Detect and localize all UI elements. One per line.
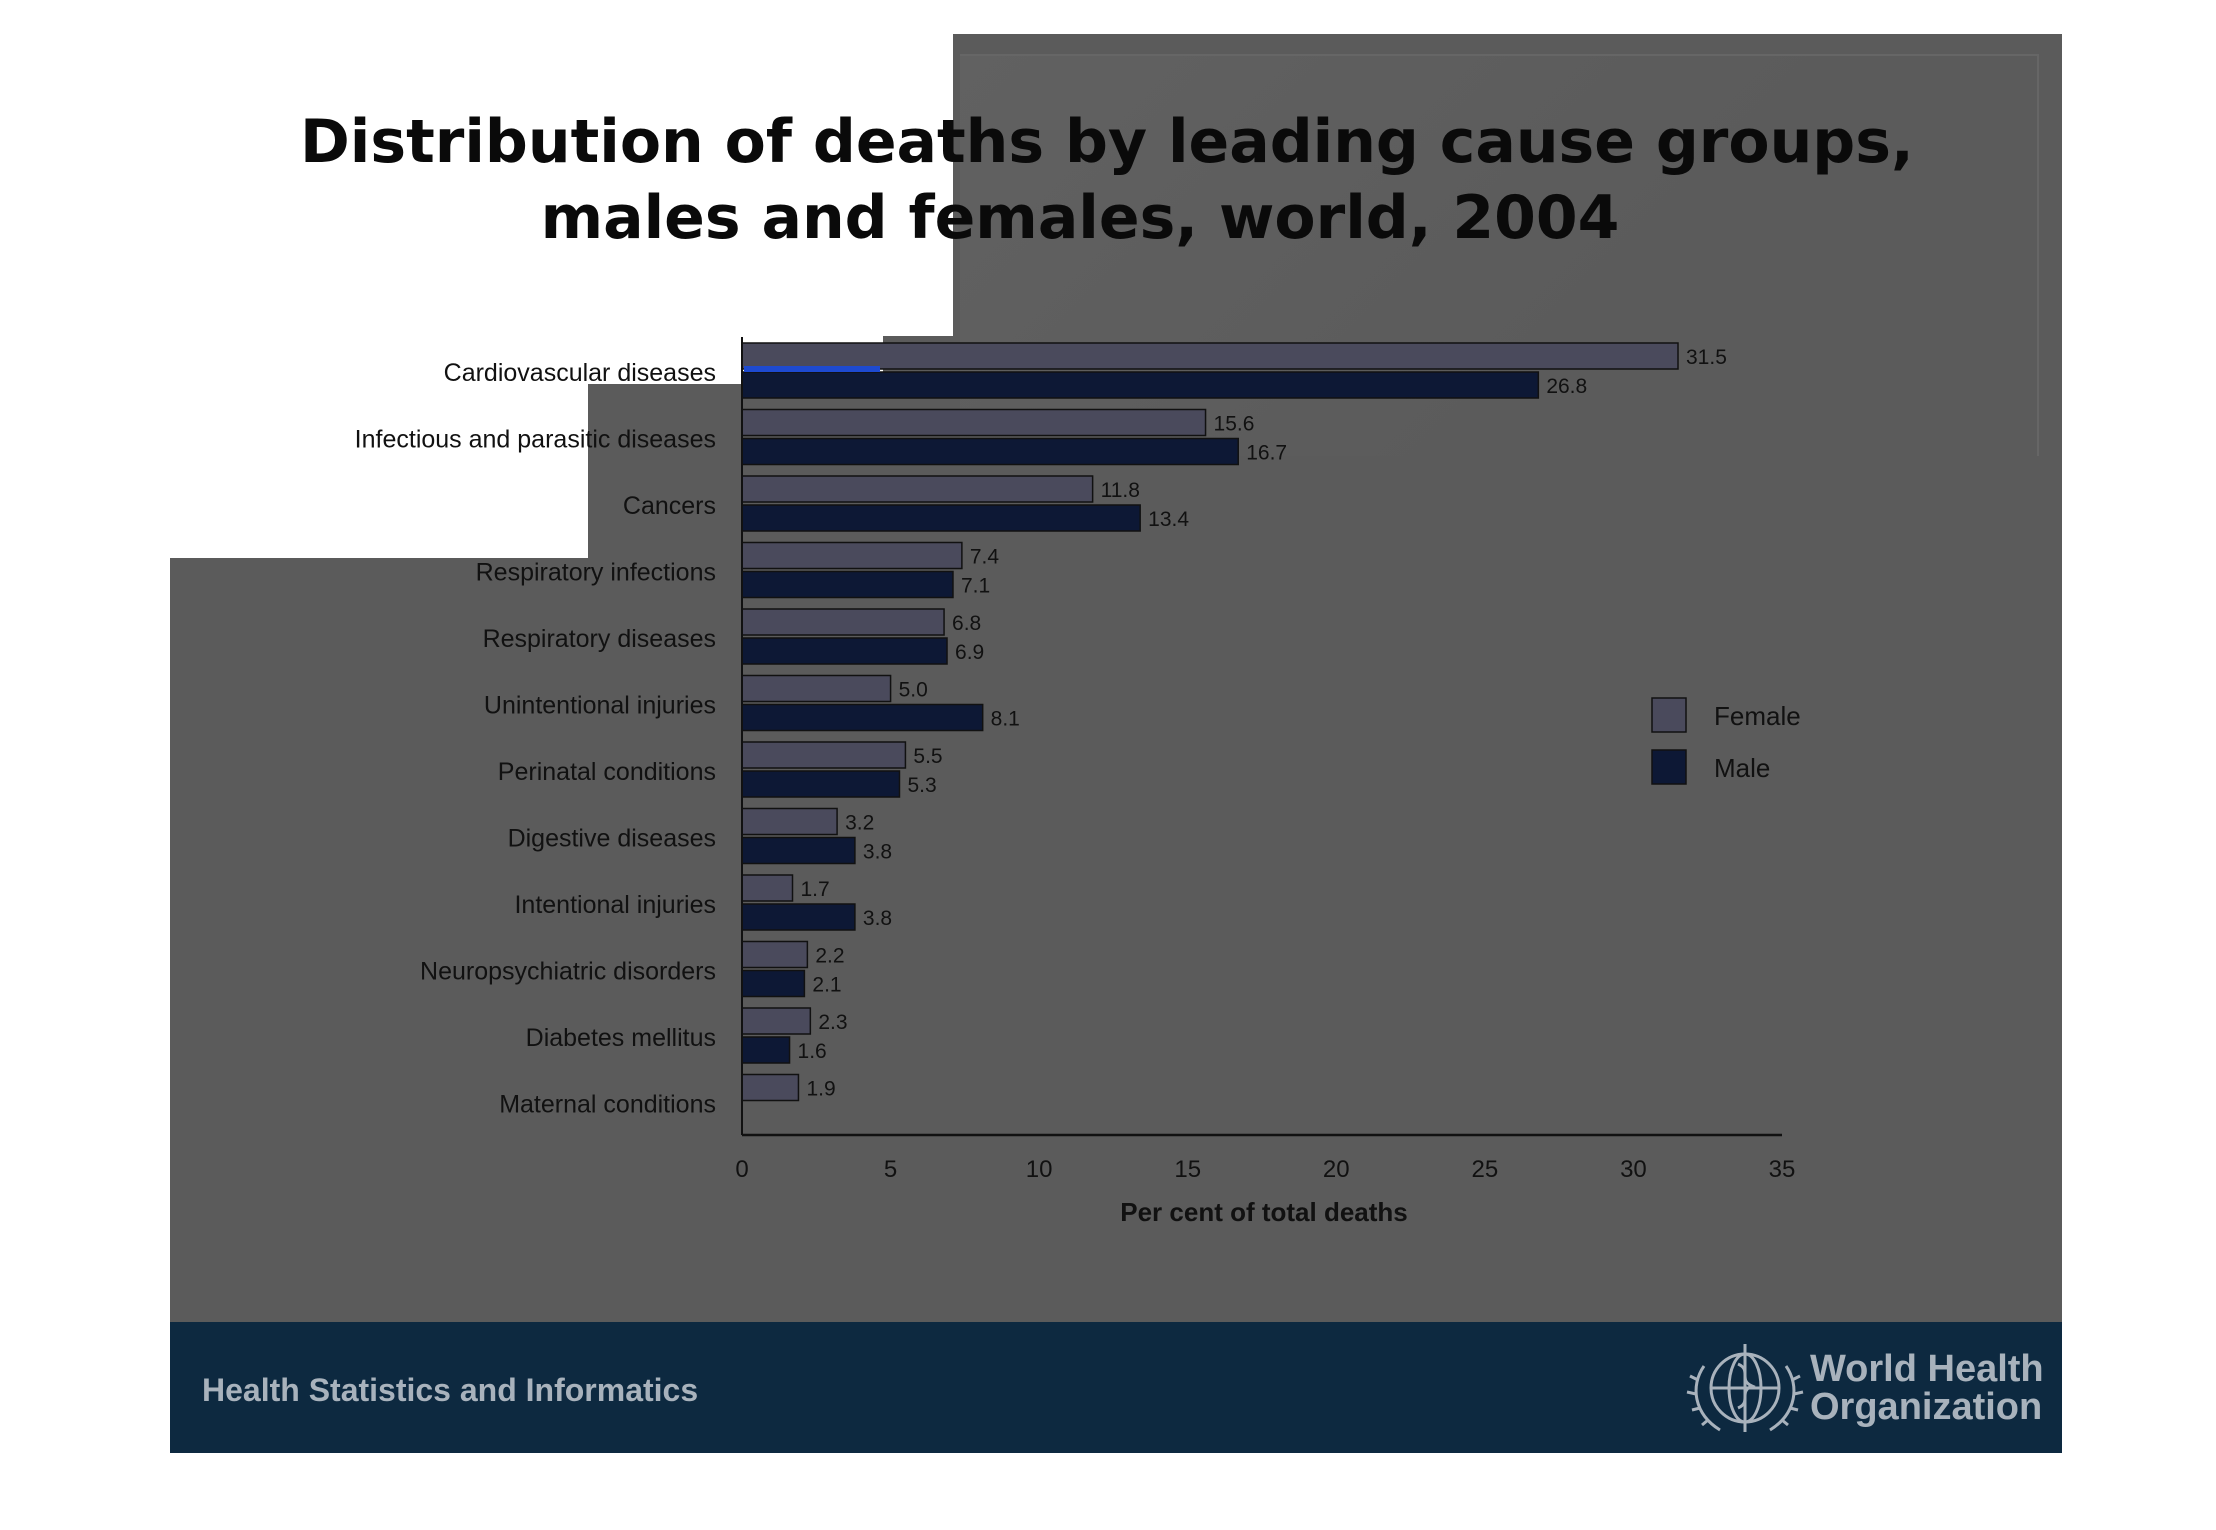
x-tick-label: 20 bbox=[1323, 1156, 1350, 1183]
footer-bar: Health Statistics and Informatics World … bbox=[170, 1322, 2062, 1453]
selection-highlight bbox=[744, 366, 880, 372]
data-label: 11.8 bbox=[1101, 479, 1140, 502]
male-bar bbox=[741, 703, 984, 732]
data-label: 1.7 bbox=[801, 878, 830, 901]
chart-title: Distribution of deaths by leading cause … bbox=[300, 104, 1914, 256]
male-bar bbox=[741, 969, 806, 998]
x-tick-label: 10 bbox=[1026, 1156, 1053, 1183]
data-label: 7.1 bbox=[961, 575, 990, 598]
who-emblem-icon bbox=[1686, 1344, 1804, 1432]
data-label: 3.2 bbox=[845, 812, 874, 835]
category-label: Respiratory diseases bbox=[483, 625, 716, 653]
legend-label-female: Female bbox=[1714, 701, 1801, 731]
data-label: 15.6 bbox=[1214, 413, 1255, 436]
data-label: 5.3 bbox=[907, 774, 936, 797]
male-bar bbox=[741, 836, 856, 865]
category-label: Diabetes mellitus bbox=[526, 1024, 716, 1052]
category-label: Cancers bbox=[623, 492, 716, 520]
female-bar bbox=[741, 674, 892, 703]
data-label: 2.2 bbox=[815, 945, 844, 968]
who-logo-line-1: World Health bbox=[1810, 1348, 2044, 1390]
female-bar bbox=[741, 1073, 800, 1102]
data-label: 5.0 bbox=[899, 679, 928, 702]
data-label: 7.4 bbox=[970, 546, 1000, 569]
male-bar bbox=[741, 903, 856, 931]
legend-swatch-female bbox=[1651, 697, 1687, 733]
x-tick-label: 35 bbox=[1769, 1156, 1796, 1183]
female-bar bbox=[741, 608, 945, 636]
male-bar bbox=[741, 637, 948, 665]
category-label: Maternal conditions bbox=[499, 1091, 716, 1119]
data-label: 26.8 bbox=[1546, 375, 1587, 398]
data-label: 6.8 bbox=[952, 612, 981, 635]
data-label: 2.1 bbox=[812, 974, 841, 997]
x-tick-label: 5 bbox=[884, 1156, 897, 1183]
who-logo-line-2: Organization bbox=[1810, 1386, 2043, 1428]
footer-department-label: Health Statistics and Informatics bbox=[202, 1372, 699, 1408]
x-tick-label: 15 bbox=[1174, 1156, 1201, 1183]
who-logo-text: World Health Organization bbox=[1810, 1350, 2044, 1426]
data-label: 2.3 bbox=[818, 1011, 847, 1034]
female-bar bbox=[741, 1007, 812, 1035]
female-bar bbox=[741, 807, 838, 836]
category-label: Perinatal conditions bbox=[498, 758, 716, 786]
slide-cutout bbox=[170, 34, 953, 336]
female-bar bbox=[741, 541, 963, 570]
data-label: 8.1 bbox=[991, 708, 1020, 731]
category-label: Cardiovascular diseases bbox=[444, 359, 716, 387]
data-label: 13.4 bbox=[1148, 508, 1189, 531]
category-label: Unintentional injuries bbox=[484, 692, 716, 720]
data-label: 16.7 bbox=[1246, 442, 1287, 465]
category-label: Infectious and parasitic diseases bbox=[355, 426, 716, 454]
female-bar bbox=[741, 940, 809, 969]
x-tick-label: 30 bbox=[1620, 1156, 1647, 1183]
data-label: 5.5 bbox=[913, 745, 942, 768]
data-label: 1.6 bbox=[798, 1040, 827, 1063]
male-bar bbox=[741, 570, 954, 599]
category-label: Neuropsychiatric disorders bbox=[420, 958, 716, 986]
legend-swatch-male bbox=[1651, 749, 1687, 785]
female-bar bbox=[741, 874, 794, 902]
female-bar bbox=[741, 342, 1679, 370]
data-label: 31.5 bbox=[1686, 346, 1727, 369]
chart-title-line-2: males and females, world, 2004 bbox=[540, 183, 1620, 253]
female-bar bbox=[741, 408, 1207, 437]
data-label: 1.9 bbox=[806, 1078, 835, 1101]
category-label: Digestive diseases bbox=[508, 825, 716, 853]
female-bar bbox=[741, 741, 907, 769]
male-bar bbox=[741, 437, 1239, 466]
x-tick-label: 0 bbox=[735, 1156, 748, 1183]
male-bar bbox=[741, 371, 1540, 399]
category-label: Intentional injuries bbox=[514, 891, 716, 919]
data-label: 6.9 bbox=[955, 641, 984, 664]
chart-title-line-1: Distribution of deaths by leading cause … bbox=[300, 107, 1914, 177]
male-bar bbox=[741, 1036, 791, 1064]
category-label: Respiratory infections bbox=[476, 559, 716, 587]
x-tick-label: 25 bbox=[1472, 1156, 1499, 1183]
female-bar bbox=[741, 475, 1094, 503]
male-bar bbox=[741, 770, 901, 798]
slide-cutout bbox=[170, 382, 588, 558]
x-axis-title: Per cent of total deaths bbox=[1120, 1197, 1408, 1227]
data-label: 3.8 bbox=[863, 907, 892, 930]
male-bar bbox=[741, 504, 1141, 532]
legend-label-male: Male bbox=[1714, 753, 1770, 783]
data-label: 3.8 bbox=[863, 841, 892, 864]
